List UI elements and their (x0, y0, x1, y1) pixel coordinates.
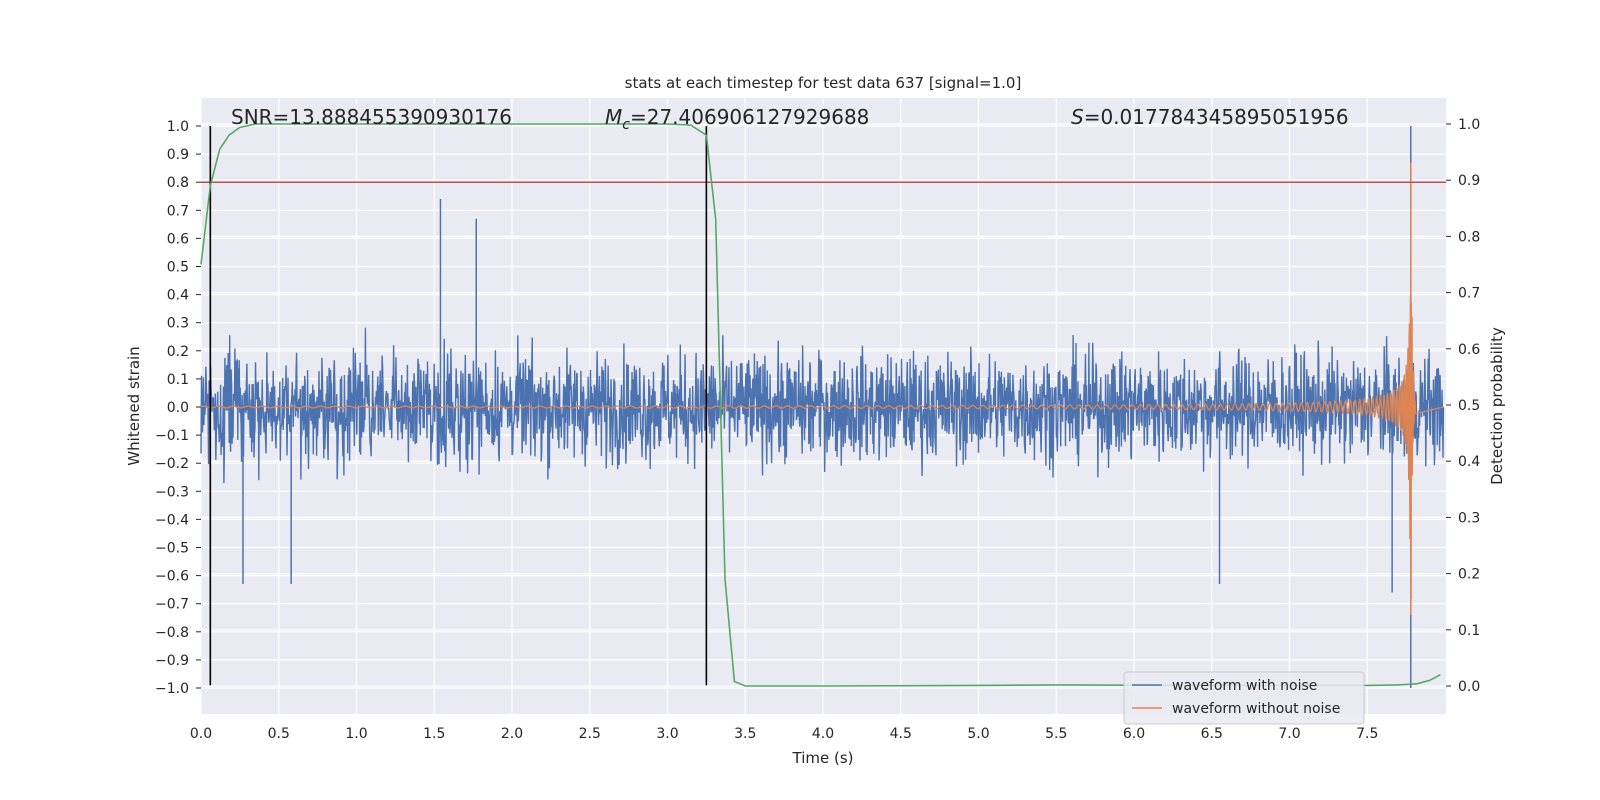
y-left-tick-label: 0.5 (167, 260, 189, 276)
y-right-tick-label: 0.1 (1458, 623, 1480, 639)
y-left-tick-label: 0.6 (167, 231, 189, 247)
mc-subscript: c (622, 117, 630, 133)
y-left-tick-label: −0.7 (155, 597, 189, 613)
x-tick-label: 2.0 (501, 726, 523, 742)
snr-annotation: SNR=13.888455390930176 (231, 105, 512, 129)
y-left-tick-label: −0.8 (155, 625, 189, 641)
x-tick-label: 5.5 (1045, 726, 1067, 742)
y-left-tick-label: 0.8 (167, 175, 189, 191)
axis-ticks: 0.0 0.5 1.0 1.5 2.0 2.5 3.0 3.5 4.0 4.5 5.0 5.5 6.0 6… (155, 117, 1480, 742)
clean-waveform-line (200, 201, 1444, 599)
y-left-tick-label: −0.1 (155, 428, 189, 444)
y-left-tick-label: 1.0 (167, 119, 189, 135)
legend-label-clean: waveform without noise (1172, 701, 1340, 717)
y-right-tick-label: 0.9 (1458, 173, 1480, 189)
y-left-tick-label: −0.4 (155, 512, 189, 528)
x-tick-label: 5.0 (967, 726, 989, 742)
y-right-tick-label: 0.4 (1458, 454, 1480, 470)
y-left-tick-label: 0.9 (167, 147, 189, 163)
s-annotation: S=0.017784345895051956 (1071, 105, 1349, 129)
y-left-tick-label: 0.0 (167, 400, 189, 416)
x-tick-label: 1.5 (423, 726, 445, 742)
x-tick-label: 7.5 (1356, 726, 1378, 742)
mc-symbol: M (605, 105, 622, 129)
x-tick-label: 4.5 (890, 726, 912, 742)
legend-box (1123, 671, 1365, 725)
noisy-waveform-line (200, 327, 1445, 484)
x-tick-label: 0.0 (190, 726, 212, 742)
y-left-tick-label: −0.9 (155, 653, 189, 669)
y-left-tick-label: −0.2 (155, 456, 189, 472)
y-right-tick-label: 0.0 (1458, 679, 1480, 695)
legend-label-noisy: waveform with noise (1172, 678, 1317, 694)
clean-waveform-series (200, 162, 1444, 615)
s-symbol: S (1071, 105, 1084, 129)
chart-title: stats at each timestep for test data 637… (625, 74, 1022, 92)
x-tick-label: 2.5 (579, 726, 601, 742)
y-left-tick-label: −1.0 (155, 681, 189, 697)
x-axis-label: Time (s) (792, 749, 854, 767)
y-right-tick-label: 0.5 (1458, 398, 1480, 414)
x-tick-label: 6.0 (1123, 726, 1145, 742)
y-axis-label-left: Whitened strain (125, 346, 143, 465)
legend: waveform with noise waveform without noi… (1123, 671, 1365, 725)
y-right-tick-label: 0.3 (1458, 510, 1480, 526)
y-left-tick-label: 0.3 (167, 316, 189, 332)
y-left-tick-label: 0.7 (167, 203, 189, 219)
x-tick-label: 3.0 (656, 726, 678, 742)
y-left-tick-label: 0.2 (167, 344, 189, 360)
mc-value: =27.406906127929688 (630, 105, 869, 129)
x-tick-label: 4.0 (812, 726, 834, 742)
x-tick-label: 0.5 (268, 726, 290, 742)
y-right-tick-label: 0.8 (1458, 229, 1480, 245)
s-value: =0.017784345895051956 (1084, 105, 1349, 129)
x-tick-label: 6.5 (1201, 726, 1223, 742)
y-left-tick-label: −0.5 (155, 541, 189, 557)
y-right-tick-label: 0.6 (1458, 342, 1480, 358)
y-right-tick-label: 0.2 (1458, 567, 1480, 583)
y-axis-label-right: Detection probability (1488, 327, 1506, 485)
y-left-tick-label: −0.3 (155, 484, 189, 500)
y-left-tick-label: 0.4 (167, 288, 189, 304)
x-tick-label: 7.0 (1278, 726, 1300, 742)
y-left-tick-label: 0.1 (167, 372, 189, 388)
y-right-tick-label: 0.7 (1458, 286, 1480, 302)
x-tick-label: 1.0 (345, 726, 367, 742)
y-right-tick-label: 1.0 (1458, 117, 1480, 133)
chirp-mass-annotation: Mc=27.406906127929688 (605, 105, 869, 133)
y-left-tick-label: −0.6 (155, 569, 189, 585)
x-tick-label: 3.5 (734, 726, 756, 742)
